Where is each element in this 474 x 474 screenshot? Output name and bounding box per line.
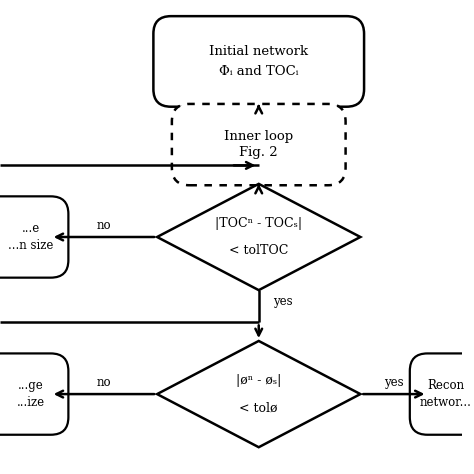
FancyBboxPatch shape xyxy=(0,196,68,278)
Text: Inner loop: Inner loop xyxy=(224,130,293,143)
Text: |øⁿ - øₛ|: |øⁿ - øₛ| xyxy=(236,374,282,387)
Text: |TOCⁿ - TOCₛ|: |TOCⁿ - TOCₛ| xyxy=(215,217,302,229)
Text: yes: yes xyxy=(384,376,404,389)
Text: ...ge: ...ge xyxy=(18,379,44,392)
Text: ...ize: ...ize xyxy=(17,396,45,409)
FancyBboxPatch shape xyxy=(154,16,364,107)
Text: networ...: networ... xyxy=(420,396,472,409)
Text: Initial network: Initial network xyxy=(209,45,308,58)
Polygon shape xyxy=(157,341,360,447)
Text: Recon: Recon xyxy=(427,379,465,392)
FancyBboxPatch shape xyxy=(172,104,346,185)
Text: ...e: ...e xyxy=(22,222,40,235)
Text: yes: yes xyxy=(273,295,292,308)
Text: < tolTOC: < tolTOC xyxy=(229,245,288,257)
Text: < tolø: < tolø xyxy=(239,401,278,414)
Text: Φᵢ and TOCᵢ: Φᵢ and TOCᵢ xyxy=(219,65,299,78)
Text: Fig. 2: Fig. 2 xyxy=(239,146,278,159)
FancyBboxPatch shape xyxy=(0,354,68,435)
Text: ...n size: ...n size xyxy=(8,239,54,252)
Polygon shape xyxy=(157,184,360,290)
Text: no: no xyxy=(97,219,111,232)
FancyBboxPatch shape xyxy=(410,354,474,435)
Text: no: no xyxy=(97,376,111,389)
